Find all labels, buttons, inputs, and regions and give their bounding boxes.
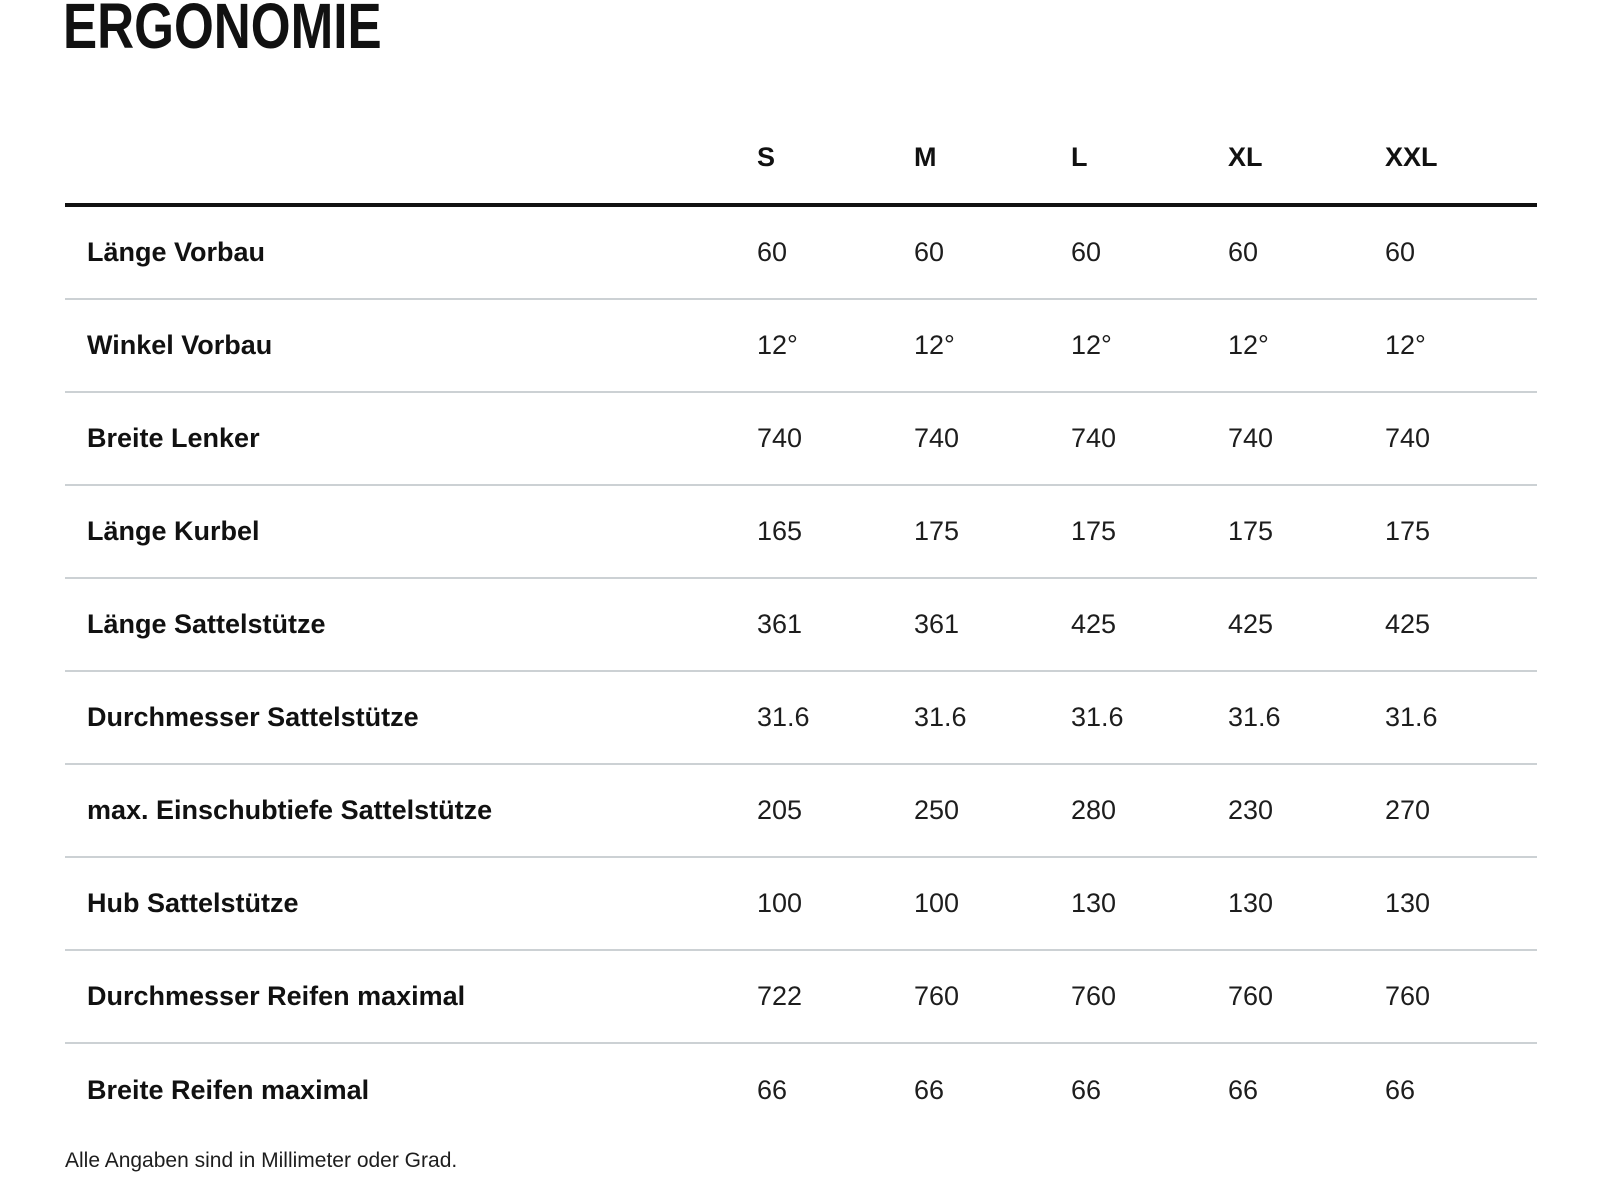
value-cell: 66 <box>1071 1075 1102 1105</box>
value-cell: 130 <box>1228 888 1274 918</box>
row-label: Länge Vorbau <box>87 237 266 267</box>
value-cell: 250 <box>914 795 960 825</box>
table-row: Durchmesser Sattelstütze 31.6 31.6 31.6 31.6… <box>65 672 1537 765</box>
row-label: Länge Kurbel <box>87 516 260 546</box>
row-label: Länge Sattelstütze <box>87 609 326 639</box>
table-row: Breite Reifen maximal 66 66 66 66 66 <box>65 1044 1537 1137</box>
value-cell: 31.6 <box>1228 702 1281 732</box>
value-cell: 760 <box>1385 981 1431 1011</box>
value-cell: 740 <box>1385 423 1431 453</box>
value-cell: 100 <box>914 888 960 918</box>
value-cell: 175 <box>1228 516 1274 546</box>
value-cell: 66 <box>1228 1075 1259 1105</box>
value-cell: 425 <box>1228 609 1274 639</box>
row-label: Winkel Vorbau <box>87 330 273 360</box>
table-row: Durchmesser Reifen maximal 722 760 760 760 76… <box>65 951 1537 1044</box>
value-cell: 270 <box>1385 795 1431 825</box>
value-cell: 230 <box>1228 795 1274 825</box>
column-header-m: M <box>914 141 937 172</box>
table-row: Hub Sattelstütze 100 100 130 130 130 <box>65 858 1537 951</box>
value-cell: 740 <box>1228 423 1274 453</box>
value-cell: 760 <box>1071 981 1117 1011</box>
value-cell: 12° <box>1071 330 1112 360</box>
table-row: Breite Lenker 740 740 740 740 740 <box>65 393 1537 486</box>
value-cell: 66 <box>757 1075 788 1105</box>
value-cell: 60 <box>914 237 945 267</box>
value-cell: 740 <box>914 423 960 453</box>
value-cell: 130 <box>1071 888 1117 918</box>
value-cell: 66 <box>1385 1075 1416 1105</box>
value-cell: 12° <box>914 330 955 360</box>
row-label: Durchmesser Sattelstütze <box>87 702 419 732</box>
value-cell: 12° <box>1385 330 1426 360</box>
value-cell: 31.6 <box>914 702 967 732</box>
units-footnote: Alle Angaben sind in Millimeter oder Gra… <box>65 1149 458 1172</box>
page-title: ERGONOMIE <box>63 0 382 62</box>
value-cell: 60 <box>1228 237 1259 267</box>
column-header-s: S <box>757 141 776 172</box>
value-cell: 60 <box>1385 237 1416 267</box>
table-row: Länge Kurbel 165 175 175 175 175 <box>65 486 1537 579</box>
table-row: Länge Sattelstütze 361 361 425 425 425 <box>65 579 1537 672</box>
table-row: max. Einschubtiefe Sattelstütze 205 250 280… <box>65 765 1537 858</box>
ergonomics-spec-table: S M L XL XXL Länge Vorbau 60 60 60 60 60 Winkel Vo… <box>65 111 1537 1137</box>
row-label: Breite Lenker <box>87 423 260 453</box>
table-body: Länge Vorbau 60 60 60 60 60 Winkel Vorbau 12° 12… <box>65 207 1537 1137</box>
value-cell: 31.6 <box>1385 702 1438 732</box>
value-cell: 175 <box>1071 516 1117 546</box>
value-cell: 205 <box>757 795 803 825</box>
table-header-row: S M L XL XXL <box>65 111 1537 207</box>
table-row: Länge Vorbau 60 60 60 60 60 <box>65 207 1537 300</box>
value-cell: 280 <box>1071 795 1117 825</box>
table-row: Winkel Vorbau 12° 12° 12° 12° 12° <box>65 300 1537 393</box>
value-cell: 12° <box>1228 330 1269 360</box>
value-cell: 165 <box>757 516 803 546</box>
row-label: max. Einschubtiefe Sattelstütze <box>87 795 493 825</box>
value-cell: 60 <box>1071 237 1102 267</box>
row-label: Durchmesser Reifen maximal <box>87 981 466 1011</box>
column-header-xxl: XXL <box>1385 141 1438 172</box>
value-cell: 361 <box>757 609 803 639</box>
value-cell: 175 <box>1385 516 1431 546</box>
value-cell: 100 <box>757 888 803 918</box>
value-cell: 722 <box>757 981 803 1011</box>
row-label: Breite Reifen maximal <box>87 1075 370 1105</box>
value-cell: 31.6 <box>757 702 810 732</box>
value-cell: 175 <box>914 516 960 546</box>
value-cell: 31.6 <box>1071 702 1124 732</box>
value-cell: 425 <box>1385 609 1431 639</box>
value-cell: 740 <box>757 423 803 453</box>
value-cell: 740 <box>1071 423 1117 453</box>
value-cell: 760 <box>914 981 960 1011</box>
value-cell: 130 <box>1385 888 1431 918</box>
column-header-l: L <box>1071 141 1088 172</box>
value-cell: 12° <box>757 330 798 360</box>
value-cell: 60 <box>757 237 788 267</box>
row-label: Hub Sattelstütze <box>87 888 299 918</box>
value-cell: 66 <box>914 1075 945 1105</box>
value-cell: 425 <box>1071 609 1117 639</box>
value-cell: 361 <box>914 609 960 639</box>
column-header-xl: XL <box>1228 141 1263 172</box>
value-cell: 760 <box>1228 981 1274 1011</box>
